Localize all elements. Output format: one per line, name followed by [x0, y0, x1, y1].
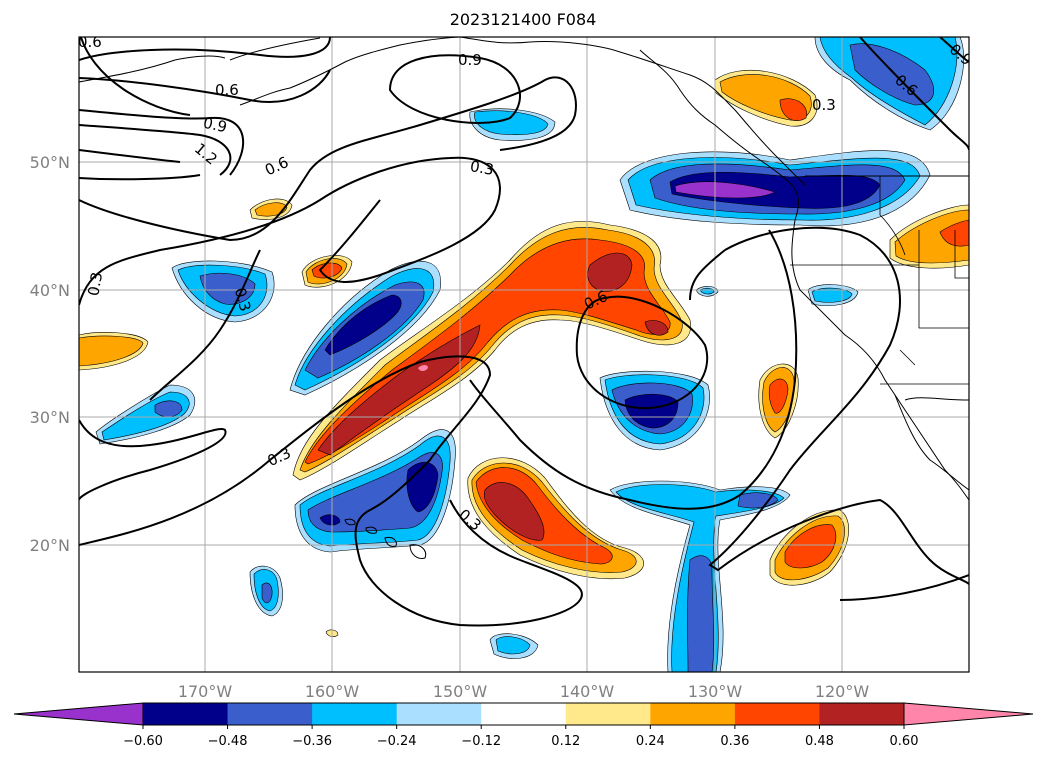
colorbar-tick-label: −0.48 [208, 734, 248, 749]
colorbar-right-extend [903, 702, 1034, 726]
contour-label: 0.6 [78, 33, 102, 51]
lon-label: 160°W [305, 682, 360, 701]
colorbar-segment [227, 703, 313, 725]
colorbar-tick-label: 0.12 [551, 734, 580, 749]
colorbar-tick-label: 0.36 [720, 734, 749, 749]
contour-label: 0.6 [215, 81, 239, 99]
contours [79, 37, 969, 627]
shading-layer [79, 37, 969, 672]
colorbar-left-extend [13, 702, 144, 726]
colorbar-segment [481, 703, 567, 725]
colorbar-segment [650, 703, 736, 725]
colorbar-tick-label: −0.36 [292, 734, 332, 749]
contour-label: 0.9 [202, 114, 229, 137]
contour-label: 0.3 [812, 96, 836, 114]
contour-label: 0.3 [231, 286, 255, 314]
coastlines [79, 37, 969, 559]
colorbar-tick-label: −0.60 [123, 734, 163, 749]
latitude-labels: 50°N 40°N 30°N 20°N [30, 153, 70, 555]
longitude-labels: 170°W 160°W 150°W 140°W 130°W 120°W [178, 682, 870, 701]
contour-label: 0.3 [469, 157, 496, 179]
map-frame [78, 36, 970, 673]
lat-label: 30°N [30, 408, 70, 427]
colorbar-segment [143, 703, 229, 725]
gridlines [79, 37, 969, 672]
colorbar-tick-label: 0.24 [636, 734, 665, 749]
lon-label: 130°W [688, 682, 743, 701]
colorbar: −0.60 −0.48 −0.36 −0.24 −0.12 0.12 0.24 0.36 0.4… [13, 702, 1034, 749]
lat-label: 20°N [30, 536, 70, 555]
colorbar-tick-label: −0.24 [377, 734, 417, 749]
colorbar-segment [312, 703, 398, 725]
colorbar-segment [819, 703, 905, 725]
lon-label: 170°W [178, 682, 233, 701]
colorbar-tick-label: −0.12 [461, 734, 501, 749]
lon-label: 120°W [815, 682, 870, 701]
colorbar-segment [565, 703, 651, 725]
map-area: 0.6 0.6 0.9 0.9 1.2 0.6 0.3 0.3 0.3 0.6 … [78, 33, 969, 672]
colorbar-tick-label: 0.60 [890, 734, 919, 749]
colorbar-segment [734, 703, 820, 725]
contour-label: 0.3 [84, 271, 106, 298]
colorbar-segment [396, 703, 482, 725]
colorbar-frame [142, 702, 905, 726]
lon-label: 140°W [560, 682, 615, 701]
map-title: 2023121400 F084 [450, 10, 597, 29]
contour-label: 0.9 [458, 51, 482, 69]
lon-label: 150°W [433, 682, 488, 701]
colorbar-tick-label: 0.48 [805, 734, 834, 749]
lat-label: 50°N [30, 153, 70, 172]
lat-label: 40°N [30, 281, 70, 300]
